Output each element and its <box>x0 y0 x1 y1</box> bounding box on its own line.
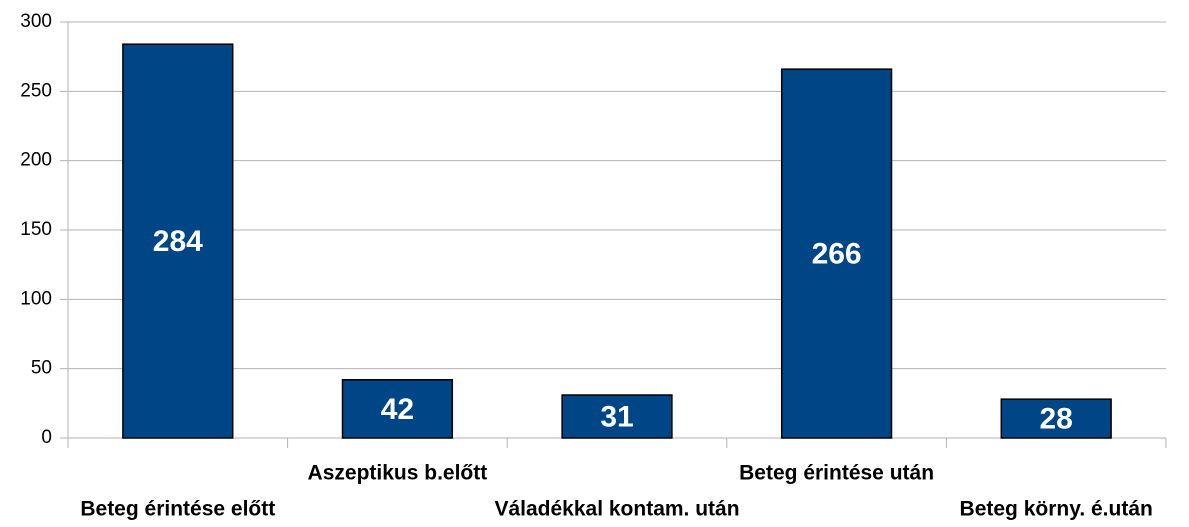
x-tick-label: Aszeptikus b.előtt <box>308 462 488 485</box>
bar <box>1000 398 1112 439</box>
x-tick-label: Beteg körny. é.után <box>960 498 1153 521</box>
value-label: 31 <box>600 400 633 433</box>
bar <box>122 43 234 439</box>
y-tick-label: 0 <box>41 427 52 448</box>
bar <box>780 68 893 439</box>
y-tick-label: 100 <box>20 288 52 309</box>
y-tick-label: 50 <box>31 358 52 379</box>
value-label: 284 <box>153 225 203 258</box>
y-tick-label: 150 <box>20 219 52 240</box>
bar <box>561 394 673 439</box>
value-label: 42 <box>381 393 414 426</box>
x-tick-label: Váladékkal kontam. után <box>494 498 739 521</box>
y-tick-label: 300 <box>20 11 52 32</box>
x-tick-label: Beteg érintése előtt <box>80 498 275 521</box>
y-tick-label: 250 <box>20 80 52 101</box>
bar <box>341 379 454 439</box>
y-tick-label: 200 <box>20 150 52 171</box>
x-tick-label: Beteg érintése után <box>739 462 934 485</box>
value-label: 28 <box>1040 403 1073 436</box>
value-label: 266 <box>812 237 862 270</box>
